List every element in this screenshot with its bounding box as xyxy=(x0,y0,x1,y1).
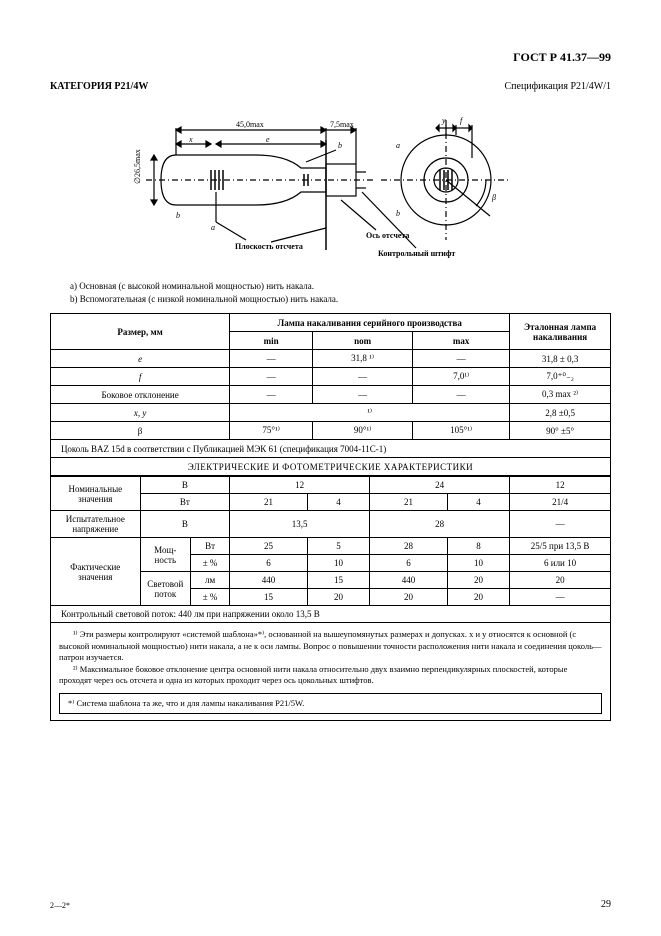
characteristics-table: Номинальные значения В 12 24 12 Вт 214 2… xyxy=(50,476,611,623)
th-size: Размер, мм xyxy=(51,314,230,350)
row-section-head: ЭЛЕКТРИЧЕСКИЕ И ФОТОМЕТРИЧЕСКИЕ ХАРАКТЕР… xyxy=(51,458,611,476)
note-2: ²⁾ Максимальное боковое отклонение центр… xyxy=(59,664,602,687)
lbl-a-bot: a xyxy=(211,223,215,232)
dim-7-5: 7,5max xyxy=(330,120,354,129)
note-star: *⁾ Система шаблона та же, что и для ламп… xyxy=(59,693,602,714)
doc-id: ГОСТ Р 41.37—99 xyxy=(50,50,611,65)
legend-a: a) Основная (с высокой номинальной мощно… xyxy=(70,280,611,293)
lbl-f: f xyxy=(460,116,464,125)
dimensions-table: Размер, мм Лампа накаливания серийного п… xyxy=(50,313,611,476)
row-e: e —31,8 ¹⁾— 31,8 ± 0,3 xyxy=(51,350,611,368)
row-cap: Цоколь BAZ 15d в соответствии с Публикац… xyxy=(51,440,611,458)
notes-box: ¹⁾ Эти размеры контролируют «системой ша… xyxy=(50,623,611,721)
lbl-e: e xyxy=(266,135,270,144)
row-beta: β 75°¹⁾90°¹⁾105°¹⁾ 90° ±5° xyxy=(51,422,611,440)
category-label: КАТЕГОРИЯ P21/4W xyxy=(50,81,148,92)
row-nominal-v: Номинальные значения В 12 24 12 xyxy=(51,477,611,494)
lbl-b2: b xyxy=(396,209,400,218)
txt-axis: Ось отсчета xyxy=(366,231,409,240)
footer-left: 2—2* xyxy=(50,901,70,910)
th-serial: Лампа накаливания серийного производства xyxy=(230,314,510,332)
row-power-w: Фактические значения Мощ- ность Вт 255 2… xyxy=(51,538,611,555)
lbl-beta: β xyxy=(491,193,496,202)
row-lateral: Боковое отклонение ——— 0,3 max ²⁾ xyxy=(51,386,611,404)
footer-right: 29 xyxy=(601,899,611,910)
row-control-flux: Контрольный световой поток: 440 лм при н… xyxy=(51,606,611,623)
legend-b: b) Вспомогательная (с низкой номинальной… xyxy=(70,293,611,306)
lbl-x: x xyxy=(188,135,193,144)
row-test-v: Испытательное напряжение В 13,5 28 — xyxy=(51,511,611,538)
th-min: min xyxy=(230,332,313,350)
lamp-diagram: 45,0max 7,5max ∅26,5max x e b b a Плоско… xyxy=(116,100,546,270)
th-max: max xyxy=(413,332,510,350)
spec-label: Спецификация P21/4W/1 xyxy=(505,81,612,92)
row-f: f ——7,0¹⁾ 7,0⁺⁰₋₂ xyxy=(51,368,611,386)
lbl-b-bot: b xyxy=(176,211,180,220)
note-1: ¹⁾ Эти размеры контролируют «системой ша… xyxy=(59,629,602,663)
txt-plane: Плоскость отсчета xyxy=(235,242,303,251)
txt-pin: Контрольный штифт xyxy=(378,249,455,258)
dim-45: 45,0max xyxy=(236,120,264,129)
row-xy: x, y ¹⁾ 2,8 ±0,5 xyxy=(51,404,611,422)
lbl-b-top: b xyxy=(338,141,342,150)
th-ref: Эталонная лампа накаливания xyxy=(510,314,611,350)
lbl-y: y xyxy=(441,116,446,125)
dim-dia: ∅26,5max xyxy=(133,149,142,184)
lbl-a2: a xyxy=(396,141,400,150)
th-nom: nom xyxy=(313,332,413,350)
